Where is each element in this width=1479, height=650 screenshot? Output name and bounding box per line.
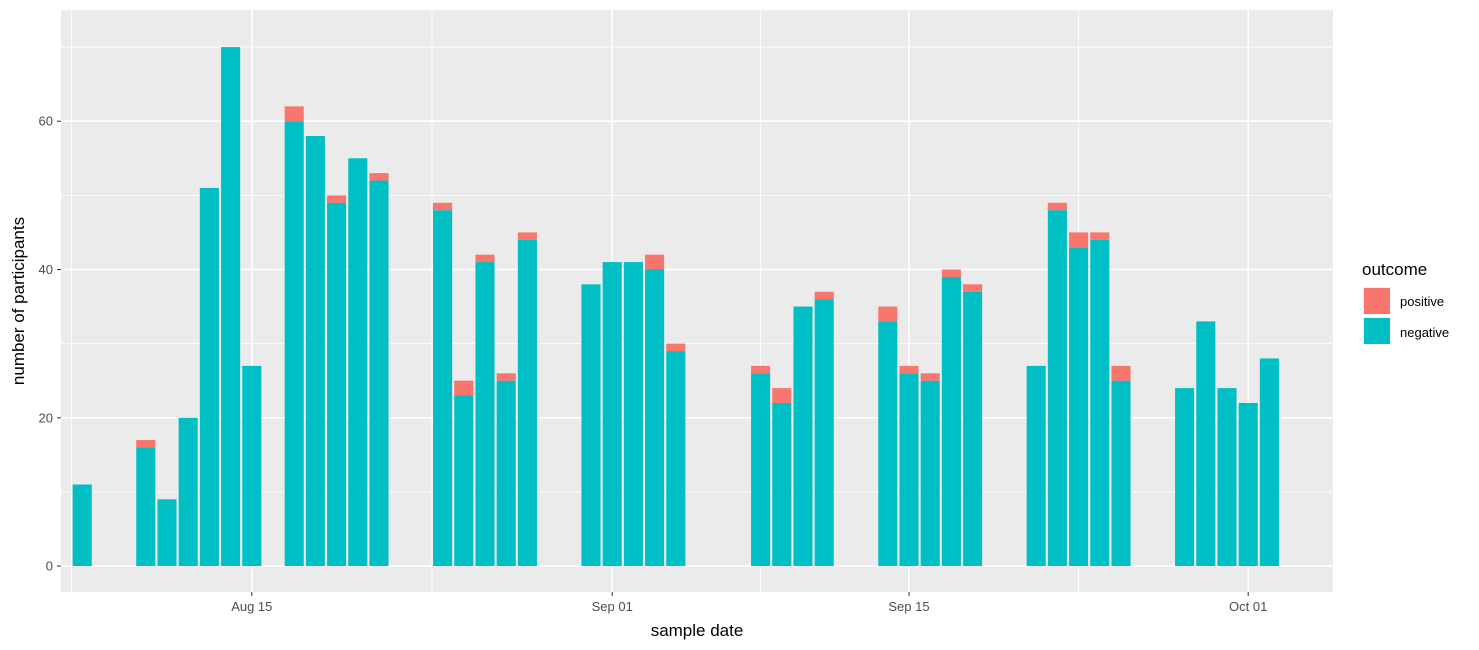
bar-negative [1069, 247, 1089, 567]
bar-negative [963, 291, 983, 567]
bar-negative [666, 351, 686, 567]
bar-negative [645, 269, 665, 567]
bar-negative [899, 373, 919, 567]
bar-negative [1259, 358, 1279, 567]
bar-positive [878, 306, 898, 322]
bar-positive [1090, 232, 1110, 240]
bar-negative [1026, 365, 1046, 567]
bar-positive [941, 269, 961, 277]
y-tick-label: 40 [39, 262, 53, 277]
bar-positive [517, 232, 537, 240]
bar-negative [496, 380, 516, 567]
bar-positive [666, 343, 686, 352]
bars [72, 47, 1279, 567]
bar-negative [454, 395, 474, 567]
x-axis: Aug 15 Sep 01 Sep 15 Oct 01 [231, 592, 1267, 614]
bar-negative [814, 299, 834, 567]
bar-negative [602, 262, 622, 567]
y-tick-label: 0 [46, 559, 53, 574]
bar-negative [157, 499, 177, 567]
bar-positive [284, 106, 304, 122]
x-tick-label: Sep 15 [888, 599, 929, 614]
bar-positive [454, 380, 474, 396]
bar-positive [433, 202, 453, 211]
legend-label-positive: positive [1400, 294, 1444, 309]
x-axis-title: sample date [651, 621, 744, 640]
legend: outcome positive negative [1362, 260, 1449, 345]
bar-positive [1047, 202, 1067, 211]
bar-negative [878, 321, 898, 567]
bar-positive [1069, 232, 1089, 248]
legend-swatch-positive [1364, 288, 1390, 314]
bar-negative [242, 365, 262, 567]
bar-negative [517, 239, 537, 567]
bar-negative [1217, 388, 1237, 567]
bar-negative [305, 136, 325, 567]
bar-negative [623, 262, 643, 567]
bar-positive [814, 291, 834, 300]
bar-positive [369, 173, 389, 181]
bar-negative [72, 484, 92, 567]
bar-negative [475, 262, 495, 567]
bar-negative [1090, 239, 1110, 567]
bar-negative [348, 158, 368, 567]
bar-positive [1111, 365, 1131, 381]
y-axis: 0 20 40 60 [39, 114, 61, 574]
bar-negative [941, 276, 961, 567]
bar-negative [1238, 402, 1258, 567]
x-tick-label: Oct 01 [1229, 599, 1267, 614]
bar-negative [327, 202, 347, 567]
bar-positive [920, 373, 940, 381]
bar-negative [1196, 321, 1216, 567]
bar-negative [178, 417, 198, 567]
bar-positive [645, 254, 665, 270]
bar-negative [136, 447, 156, 567]
bar-positive [751, 365, 771, 374]
bar-negative [433, 210, 453, 567]
bar-negative [772, 402, 792, 567]
bar-negative [1175, 388, 1195, 567]
bar-negative [284, 121, 304, 567]
bar-negative [751, 373, 771, 567]
bar-negative [1111, 380, 1131, 567]
bar-positive [772, 388, 792, 403]
bar-positive [963, 284, 983, 292]
y-tick-label: 20 [39, 410, 53, 425]
x-tick-label: Sep 01 [592, 599, 633, 614]
bar-negative [369, 180, 389, 567]
bar-negative [1047, 210, 1067, 567]
bar-negative [581, 284, 601, 567]
bar-positive [475, 254, 495, 263]
bar-positive [136, 440, 156, 448]
bar-negative [199, 187, 219, 567]
bar-negative [793, 306, 813, 567]
bar-negative [221, 47, 241, 567]
x-tick-label: Aug 15 [231, 599, 272, 614]
legend-label-negative: negative [1400, 325, 1449, 340]
bar-positive [496, 373, 516, 381]
bar-positive [899, 365, 919, 374]
legend-swatch-negative [1364, 318, 1390, 344]
y-axis-title: number of participants [9, 217, 28, 385]
bar-positive [327, 195, 347, 203]
legend-title: outcome [1362, 260, 1427, 279]
bar-negative [920, 380, 940, 567]
y-tick-label: 60 [39, 114, 53, 129]
